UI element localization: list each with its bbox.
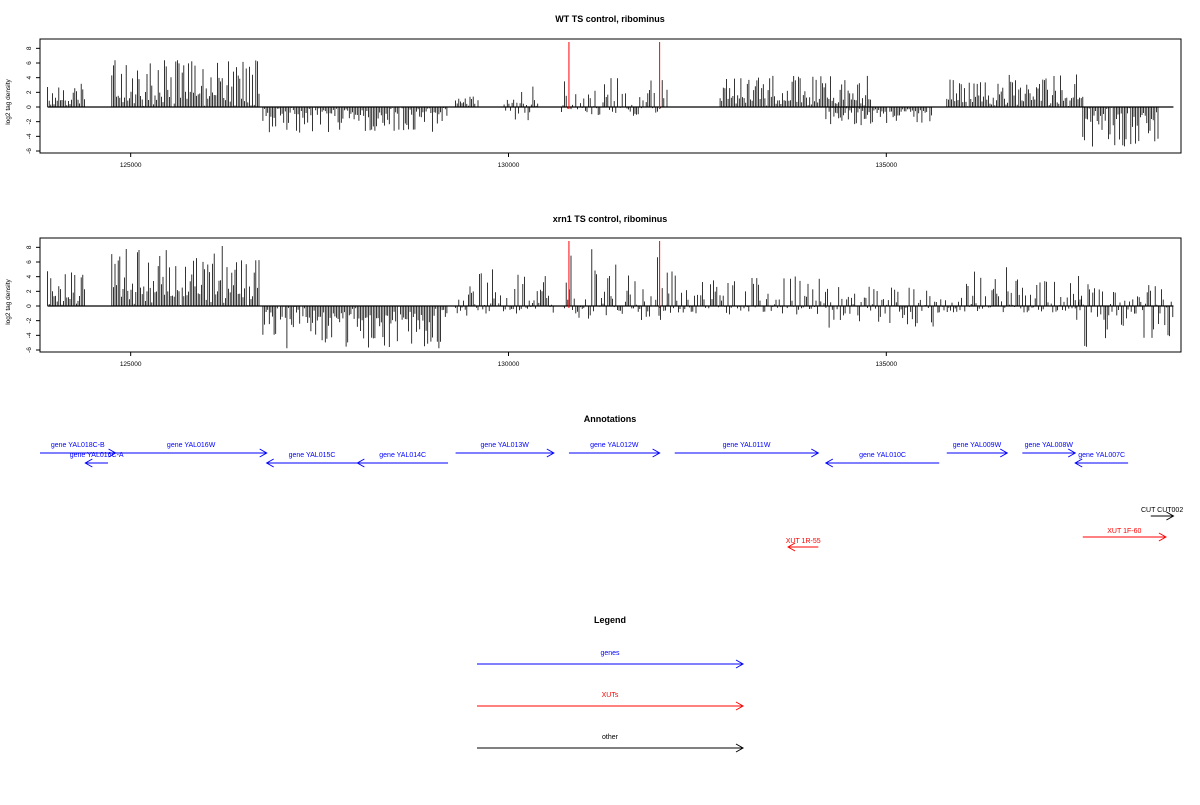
feature-label: gene YAL010C [859,452,906,459]
feature-label: gene YAL007C [1078,452,1125,459]
annotations-title: Annotations [584,414,637,424]
x-tick-label: 125000 [120,162,142,169]
feature-label: gene YAL014C [379,452,426,459]
y-tick-label: -6 [26,148,33,154]
y-tick-label: 6 [26,61,33,65]
x-tick-label: 135000 [875,162,897,169]
x-tick-label: 135000 [875,361,897,368]
legend-label: other [602,734,619,741]
feature-label: gene YAL009W [953,442,1002,449]
wt-track-panel: WT TS control, ribominus log2 tag densit… [5,14,1182,169]
feature-arrow [1150,511,1175,521]
y-tick-label: 8 [26,245,33,249]
y-tick-label: 2 [26,90,33,94]
wt-track-title: WT TS control, ribominus [555,14,665,24]
y-tick-label: 4 [26,75,33,79]
legend-panel: Legend genes XUTs other [477,615,745,753]
y-tick-label: -4 [26,133,33,139]
feature-label: CUT CUT002 [1141,507,1183,514]
x-tick-label: 125000 [120,361,142,368]
feature-arrow [568,448,661,458]
feature-arrow [674,448,820,458]
feature-label: XUT 1R-55 [786,538,821,545]
y-tick-label: 0 [26,304,33,308]
legend-arrow [477,743,745,753]
feature-label: gene YAL011W [723,442,771,449]
legend-label: XUTs [602,692,619,699]
feature-arrow [84,458,109,468]
legend-label: genes [600,650,620,657]
xrn1-track-title: xrn1 TS control, ribominus [553,214,668,224]
feature-arrow [824,458,940,468]
y-tick-label: 2 [26,289,33,293]
y-tick-label: 0 [26,105,33,109]
feature-arrow [265,458,358,468]
feature-label: XUT 1F-60 [1107,528,1141,535]
feature-arrow [356,458,449,468]
feature-label: gene YAL016C-A [70,452,124,459]
feature-label: gene YAL008W [1025,442,1074,449]
x-tick-label: 130000 [498,162,520,169]
feature-arrow [1074,458,1129,468]
xrn1-track-ylabel: log2 tag density [5,278,12,324]
feature-arrow [1022,448,1077,458]
legend-arrow [477,701,745,711]
xrn1-track-frame [39,237,1182,353]
xrn1-track-panel: xrn1 TS control, ribominus log2 tag dens… [5,214,1182,368]
feature-arrow [787,542,819,552]
feature-label: gene YAL013W [481,442,530,449]
wt-track-frame [39,38,1182,154]
feature-arrow [455,448,555,458]
legend-arrow [477,659,745,669]
y-tick-label: -6 [26,347,33,353]
wt-track-ylabel: log2 tag density [5,78,12,124]
feature-label: gene YAL018C-B [51,442,105,449]
annotations-panel: Annotations gene YAL018C-B gene YAL016W ge… [40,414,1183,552]
y-tick-label: 4 [26,274,33,278]
y-tick-label: -2 [26,317,33,323]
feature-arrow [946,448,1009,458]
y-tick-label: 6 [26,260,33,264]
feature-label: gene YAL016W [167,442,216,449]
y-tick-label: -4 [26,332,33,338]
feature-arrow [115,448,268,458]
x-tick-label: 130000 [498,361,520,368]
feature-arrow [1082,532,1167,542]
legend-title: Legend [594,615,626,625]
y-tick-label: -2 [26,118,33,124]
feature-label: gene YAL012W [590,442,639,449]
feature-label: gene YAL015C [289,452,336,459]
y-tick-label: 8 [26,46,33,50]
